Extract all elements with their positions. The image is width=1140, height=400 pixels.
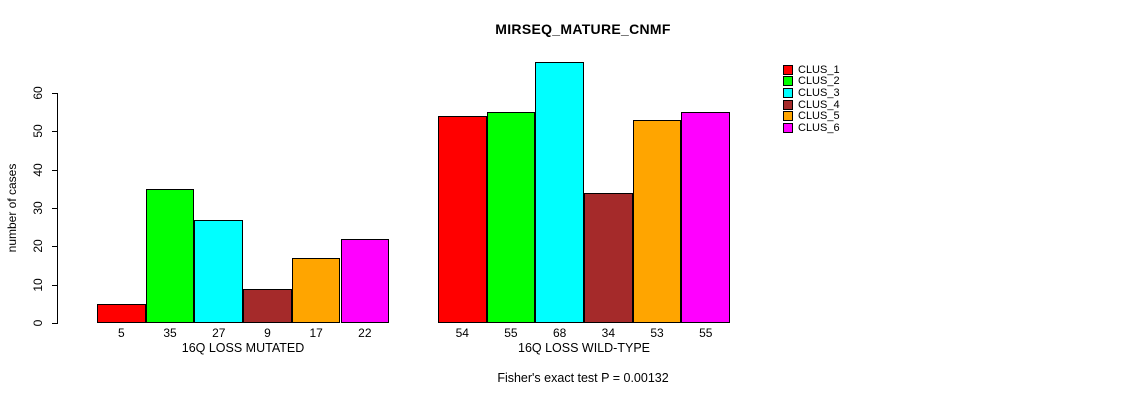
legend: CLUS_1 CLUS_2 CLUS_3 CLUS_4 CLUS_5 CLUS_6 (783, 64, 840, 134)
y-tick-label: 60 (31, 86, 45, 100)
y-axis-line (57, 93, 58, 324)
y-tick (52, 246, 57, 248)
legend-swatch (783, 111, 793, 122)
legend-item-clus_5: CLUS_5 (783, 110, 840, 122)
y-tick-label: 0 (31, 319, 45, 327)
legend-label: CLUS_2 (798, 75, 840, 88)
bar-clus_2-group1 (145, 188, 195, 323)
bar-value-label: 22 (358, 326, 372, 340)
legend-item-clus_3: CLUS_3 (783, 87, 840, 99)
bar-clus_4-group2 (584, 192, 633, 323)
legend-swatch (783, 122, 793, 133)
fisher-test-annotation: Fisher's exact test P = 0.00132 (497, 371, 669, 385)
bar-value-label: 27 (212, 326, 226, 340)
bar-value-label: 34 (601, 326, 616, 340)
y-tick (52, 284, 57, 286)
bar-value-label: 5 (118, 326, 125, 340)
y-tick (52, 208, 57, 209)
y-tick (52, 93, 57, 94)
legend-item-clus_2: CLUS_2 (783, 75, 840, 88)
bar-clus_1-group1 (97, 303, 146, 323)
legend-item-clus_1: CLUS_1 (783, 64, 840, 76)
group-label-mutated: 16Q LOSS MUTATED (181, 341, 305, 355)
bar-clus_6-group2 (681, 112, 731, 323)
chart-title: MIRSEQ_MATURE_CNMF (495, 21, 671, 37)
y-tick-label: 10 (31, 277, 45, 292)
legend-swatch (783, 87, 793, 98)
bar-clus_3-group1 (194, 219, 244, 323)
bar-clus_6-group1 (340, 238, 390, 323)
bar-value-label: 53 (650, 326, 664, 340)
legend-label: CLUS_6 (798, 121, 840, 134)
bar-clus_5-group1 (291, 257, 341, 323)
legend-swatch (783, 64, 793, 75)
bar-value-label: 35 (163, 326, 177, 340)
bar-value-label: 54 (455, 326, 469, 340)
legend-label: CLUS_4 (798, 98, 840, 111)
legend-swatch (783, 99, 793, 110)
bar-clus_3-group2 (535, 62, 584, 323)
y-tick (52, 169, 57, 171)
bar-value-label: 9 (264, 326, 271, 340)
y-tick-label: 30 (31, 201, 45, 215)
bar-clus_5-group2 (632, 119, 682, 323)
legend-item-clus_4: CLUS_4 (783, 99, 840, 111)
y-axis-label: number of cases (5, 163, 19, 253)
legend-item-clus_6: CLUS_6 (783, 122, 840, 134)
y-tick-label: 40 (31, 162, 45, 177)
bar-value-label: 17 (309, 326, 323, 340)
legend-label: CLUS_3 (798, 86, 840, 99)
y-tick-label: 50 (31, 124, 45, 139)
bar-clus_1-group2 (437, 116, 487, 323)
legend-label: CLUS_5 (798, 110, 840, 123)
y-tick (52, 323, 57, 324)
bar-clus_2-group2 (486, 112, 536, 323)
bar-value-label: 55 (699, 326, 713, 340)
y-tick (52, 131, 57, 133)
legend-label: CLUS_1 (798, 63, 840, 76)
bar-clus_4-group1 (243, 288, 292, 323)
legend-swatch (783, 76, 793, 87)
bar-value-label: 68 (552, 326, 567, 340)
y-tick-label: 20 (31, 239, 45, 254)
bar-value-label: 55 (504, 326, 518, 340)
group-label-wildtype: 16Q LOSS WILD-TYPE (518, 341, 650, 355)
